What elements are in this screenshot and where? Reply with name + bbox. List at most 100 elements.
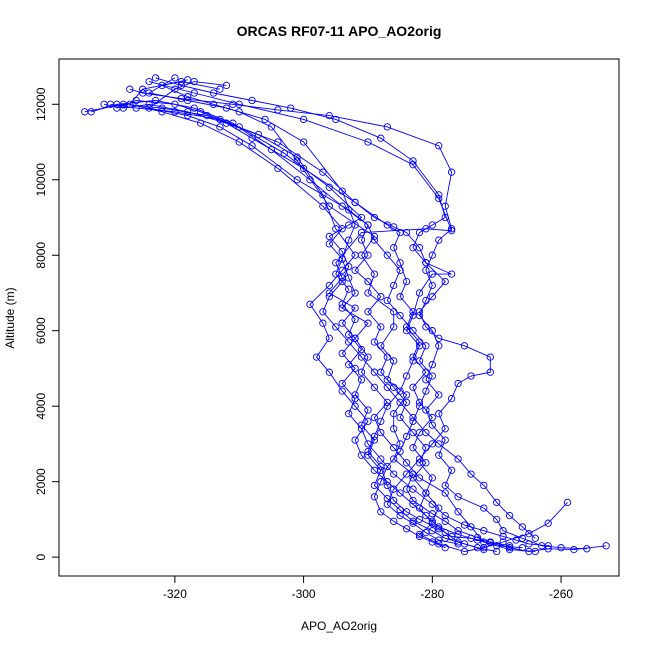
- data-point: [222, 104, 231, 112]
- data-point: [293, 176, 301, 184]
- data-point: [396, 266, 404, 274]
- data-point: [409, 244, 417, 252]
- series-10: [126, 77, 488, 554]
- data-point: [364, 440, 372, 448]
- data-point: [351, 266, 359, 274]
- data-point: [390, 383, 398, 391]
- data-point: [132, 104, 140, 112]
- series-line: [91, 100, 497, 552]
- data-point: [460, 540, 469, 548]
- data-point: [364, 308, 372, 316]
- data-point: [518, 523, 527, 531]
- data-point: [447, 394, 456, 403]
- data-point: [171, 74, 179, 82]
- data-point: [467, 523, 475, 531]
- data-point: [428, 361, 436, 369]
- data-point: [222, 81, 231, 90]
- data-point: [447, 270, 456, 278]
- data-point: [441, 277, 449, 286]
- data-point: [377, 293, 385, 301]
- data-point: [396, 489, 404, 497]
- data-point: [428, 474, 436, 482]
- data-point: [583, 545, 591, 553]
- data-point: [370, 338, 379, 346]
- data-point: [377, 323, 385, 331]
- data-point: [518, 544, 527, 552]
- y-tick-label: 8000: [34, 242, 48, 269]
- data-point: [325, 111, 333, 120]
- data-point: [409, 383, 417, 391]
- data-point: [177, 77, 185, 86]
- series-line: [147, 77, 536, 552]
- data-point: [396, 311, 404, 320]
- data-point: [486, 538, 494, 546]
- data-point: [267, 123, 276, 131]
- data-point: [306, 300, 314, 308]
- data-point: [409, 311, 417, 320]
- data-point: [377, 368, 385, 376]
- data-point: [338, 319, 346, 327]
- data-point: [113, 100, 121, 108]
- data-point: [351, 436, 359, 444]
- series-line: [148, 81, 446, 549]
- data-point: [428, 270, 436, 278]
- data-point: [390, 244, 398, 252]
- data-point: [422, 444, 430, 452]
- data-point: [422, 528, 430, 537]
- data-point: [287, 104, 295, 112]
- data-point: [377, 428, 385, 437]
- data-point: [422, 428, 430, 437]
- data-point: [390, 357, 398, 365]
- data-point: [435, 525, 443, 533]
- data-point: [435, 536, 443, 544]
- data-point: [402, 525, 411, 533]
- data-point: [422, 259, 430, 267]
- data-point: [377, 134, 385, 142]
- data-point: [396, 293, 404, 301]
- data-point: [338, 247, 346, 256]
- y-tick-label: 10000: [34, 163, 48, 197]
- data-point: [364, 138, 372, 146]
- data-point: [383, 481, 391, 490]
- data-point: [505, 544, 514, 552]
- data-point: [518, 534, 527, 542]
- data-point: [390, 444, 398, 452]
- data-point: [454, 538, 462, 546]
- data-point: [422, 323, 430, 331]
- data-point: [158, 104, 166, 112]
- data-point: [216, 123, 224, 131]
- data-point: [209, 89, 218, 97]
- data-point: [332, 270, 340, 278]
- data-point: [422, 342, 430, 350]
- data-point: [345, 410, 353, 418]
- data-point: [351, 289, 359, 297]
- data-point: [435, 391, 443, 399]
- data-point: [351, 315, 359, 324]
- data-point: [332, 323, 340, 331]
- data-point: [370, 436, 379, 444]
- data-point: [428, 519, 436, 527]
- data-point: [409, 500, 417, 508]
- data-point: [428, 372, 436, 380]
- data-point: [113, 104, 121, 112]
- data-point: [390, 281, 398, 290]
- data-point: [454, 508, 462, 516]
- data-point: [390, 485, 398, 493]
- data-point: [390, 517, 398, 525]
- data-point: [415, 402, 424, 410]
- series-line: [148, 81, 549, 547]
- data-point: [357, 368, 366, 376]
- data-point: [338, 300, 346, 308]
- data-point: [544, 519, 552, 527]
- data-point: [139, 85, 147, 93]
- data-point: [383, 494, 391, 503]
- data-point: [422, 387, 430, 395]
- data-point: [325, 281, 333, 290]
- data-point: [235, 100, 243, 108]
- data-point: [145, 104, 153, 112]
- chart-title: ORCAS RF07-11 APO_AO2orig: [237, 23, 442, 39]
- data-point: [435, 236, 443, 244]
- data-point: [460, 521, 469, 529]
- data-point: [383, 500, 391, 508]
